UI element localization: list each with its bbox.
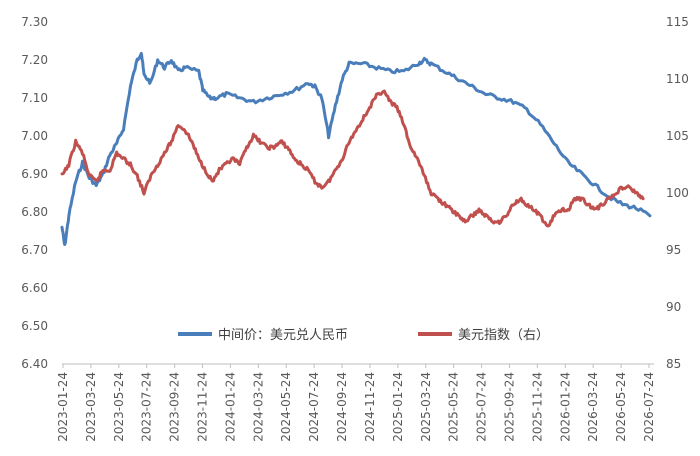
x-tick-label: 2025-07-24 <box>475 372 489 442</box>
x-tick-label: 2025-01-24 <box>391 372 405 442</box>
left-tick-label: 6.80 <box>21 205 48 219</box>
left-tick-label: 7.10 <box>21 91 48 105</box>
x-tick-label: 2026-01-24 <box>558 372 572 442</box>
x-tick-label: 2025-09-24 <box>502 372 516 442</box>
right-tick-label: 90 <box>666 300 681 314</box>
left-tick-label: 7.20 <box>21 53 48 67</box>
right-axis-ticks: 85 90 95 100 105 110 115 <box>666 15 689 371</box>
x-tick-label: 2024-11-24 <box>363 372 377 442</box>
x-tick-label: 2023-01-24 <box>56 372 70 442</box>
x-tick-label: 2023-09-24 <box>168 372 182 442</box>
x-tick-label: 2025-05-24 <box>447 372 461 442</box>
legend-label-dxy: 美元指数（右） <box>458 328 549 343</box>
left-tick-label: 6.60 <box>21 281 48 295</box>
x-tick-label: 2023-11-24 <box>196 372 210 442</box>
left-tick-label: 7.30 <box>21 15 48 29</box>
x-tick-label: 2024-01-24 <box>223 372 237 442</box>
left-tick-label: 6.40 <box>21 357 48 371</box>
legend: 中间价：美元兑人民币 美元指数（右） <box>178 328 549 343</box>
x-tick-label: 2025-03-24 <box>419 372 433 442</box>
x-tick-label: 2024-07-24 <box>307 372 321 442</box>
left-tick-label: 6.50 <box>21 319 48 333</box>
x-tick-label: 2026-05-24 <box>614 372 628 442</box>
right-tick-label: 95 <box>666 243 681 257</box>
x-axis-ticks: 2023-01-24 2023-03-24 2023-05-24 2023-07-24… <box>56 372 656 442</box>
right-tick-label: 100 <box>666 186 689 200</box>
x-tick-label: 2023-07-24 <box>140 372 154 442</box>
x-tick-label: 2024-03-24 <box>251 372 265 442</box>
left-axis-ticks: 6.40 6.50 6.60 6.70 6.80 6.90 7.00 7.10 7.20 7.30 <box>21 15 48 371</box>
left-tick-label: 6.70 <box>21 243 48 257</box>
x-tick-label: 2025-11-24 <box>530 372 544 442</box>
right-tick-label: 105 <box>666 129 689 143</box>
series-line-usdcny <box>60 51 652 246</box>
right-tick-label: 85 <box>666 357 681 371</box>
series-layer <box>60 51 652 246</box>
left-tick-label: 6.90 <box>21 167 48 181</box>
x-tick-label: 2024-05-24 <box>279 372 293 442</box>
legend-label-usdcny: 中间价：美元兑人民币 <box>218 328 348 343</box>
right-tick-label: 110 <box>666 72 689 86</box>
series-line-dxy <box>60 89 645 228</box>
x-tick-label: 2026-07-24 <box>642 372 656 442</box>
right-tick-label: 115 <box>666 15 689 29</box>
left-tick-label: 7.00 <box>21 129 48 143</box>
x-axis-tick-marks <box>62 364 650 368</box>
x-tick-label: 2026-03-24 <box>586 372 600 442</box>
x-tick-label: 2023-05-24 <box>112 372 126 442</box>
x-tick-label: 2023-03-24 <box>84 372 98 442</box>
x-tick-label: 2024-09-24 <box>335 372 349 442</box>
